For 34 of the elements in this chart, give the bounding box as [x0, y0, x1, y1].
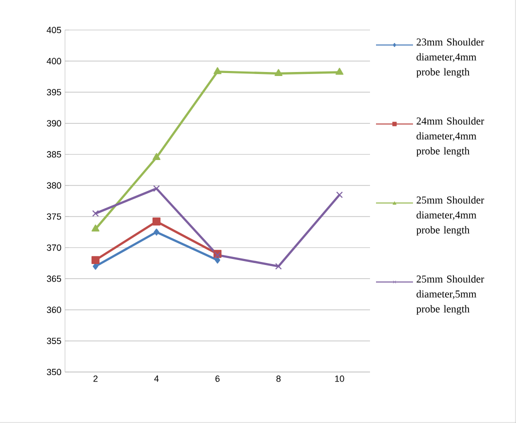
point [336, 68, 344, 75]
y-tick-label: 390 [46, 120, 62, 126]
legend-label: 25mm Shoulder diameter,5mm probe length [416, 275, 484, 315]
y-tick-label: 395 [46, 89, 62, 96]
y-tick-label: 370 [46, 244, 62, 251]
x-tick-label: 4 [154, 376, 159, 382]
point [275, 262, 282, 270]
y-tick-label: 400 [46, 58, 62, 64]
y-tick-label: 365 [46, 276, 62, 282]
legend-label: 25mm Shoulder diameter,4mm probe length [416, 196, 484, 236]
point [153, 185, 160, 192]
point [92, 224, 100, 232]
point [152, 218, 160, 226]
point [92, 256, 100, 264]
x-tick-label: 6 [215, 376, 220, 382]
y-tick-label: 360 [46, 306, 62, 313]
y-tick-label: 380 [46, 182, 62, 189]
y-tick-label: 350 [46, 368, 62, 376]
y-tick-label: 405 [46, 26, 62, 34]
y-tick-label: 355 [46, 338, 62, 344]
legend-label: 23mm Shoulder diameter,4mm probe length [416, 38, 484, 78]
point [154, 228, 160, 236]
x-tick-label: 2 [93, 376, 98, 382]
point [214, 67, 222, 74]
y-tick-label: 385 [46, 151, 62, 158]
point [274, 69, 282, 76]
legend-label: 24mm Shoulder diameter,4mm probe length [416, 117, 484, 157]
y-tick-label: 375 [46, 213, 62, 220]
x-tick-label: 10 [335, 376, 344, 382]
point [152, 152, 160, 160]
point [336, 191, 343, 198]
point [214, 256, 220, 264]
x-tick-label: 8 [276, 376, 281, 382]
point [92, 210, 99, 217]
